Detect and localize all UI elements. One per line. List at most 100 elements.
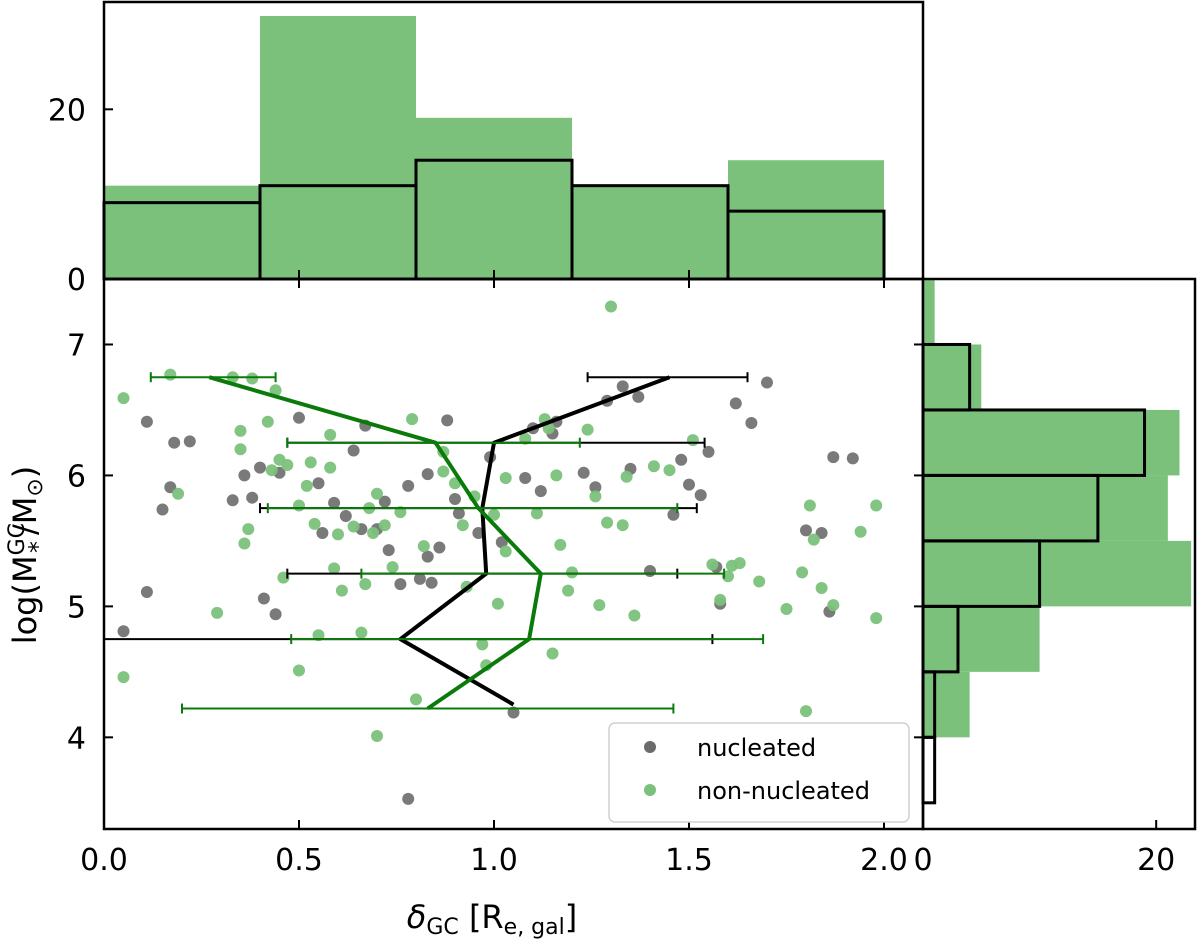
scatter-point-non-nucleated [581,423,594,436]
scatter-point-non-nucleated [827,599,840,612]
scatter-point-nucleated [694,489,707,502]
scatter-point-nucleated [254,461,266,474]
scatter-point-nucleated [183,435,196,448]
scatter-point-non-nucleated [530,507,543,520]
scatter-point-nucleated [800,524,812,537]
x-tick-label: 0.5 [275,843,323,878]
scatter-point-nucleated [577,466,590,479]
right-x-tick-label: 0 [913,843,932,878]
scatter-point-non-nucleated [172,487,185,500]
scatter-point-nucleated [257,592,270,605]
scatter-point-nucleated [421,550,434,563]
scatter-point-nucleated [745,417,758,430]
right-hist-bar-non-nucleated [923,475,1168,541]
scatter-point-non-nucleated [293,499,305,512]
scatter-point-nucleated [293,411,305,424]
scatter-point-nucleated [421,468,434,481]
scatter-point-non-nucleated [554,538,567,551]
scatter-point-non-nucleated [706,558,719,571]
scatter-point-non-nucleated [499,545,512,558]
top-hist-bar-non-nucleated [104,185,260,279]
scatter-point-nucleated [827,451,840,464]
scatter-point-non-nucleated [488,508,500,521]
scatter-point-non-nucleated [378,519,391,532]
scatter-point-non-nucleated [601,516,614,529]
scatter-point-nucleated [846,452,859,465]
scatter-point-non-nucleated [437,465,450,478]
scatter-point-non-nucleated [332,528,344,541]
right-histogram-panel: 0 20 [913,277,1197,878]
scatter-point-nucleated [616,380,629,393]
legend-marker-nucleated [644,741,656,753]
trend-nucleated-line [398,375,671,707]
scatter-point-nucleated [402,792,415,805]
scatter-point-non-nucleated [238,537,251,550]
right-hist-bar-non-nucleated [923,606,1040,672]
scatter-point-non-nucleated [546,647,559,660]
scatter-point-non-nucleated [647,460,660,473]
right-x-tick-label: 20 [1137,843,1175,878]
scatter-point-non-nucleated [562,584,575,597]
scatter-point-non-nucleated [499,472,512,485]
scatter-point-non-nucleated [269,384,282,397]
scatter-point-non-nucleated [616,519,629,532]
top-hist-bar-non-nucleated [260,16,416,279]
scatter-point-non-nucleated [211,606,224,619]
scatter-point-nucleated [156,503,169,516]
legend-label-nucleated: nucleated [697,734,816,762]
scatter-point-non-nucleated [803,499,816,512]
scatter-point-nucleated [425,576,438,589]
scatter-point-non-nucleated [870,499,883,512]
scatter-point-nucleated [140,415,153,428]
legend-marker-non-nucleated [644,784,656,796]
scatter-point-nucleated [312,477,325,490]
y-tick-label: 7 [67,328,86,363]
scatter-point-nucleated [675,453,688,466]
scatter-point-non-nucleated [733,557,746,570]
scatter-point-nucleated [347,444,360,457]
scatter-point-nucleated [632,390,645,403]
x-axis-label: δGC [Re, gal] [407,898,577,940]
scatter-point-nucleated [433,541,446,554]
scatter-point-non-nucleated [815,582,828,595]
legend-label-non-nucleated: non-nucleated [697,777,870,805]
scatter-point-nucleated [246,491,259,504]
scatter-point-non-nucleated [324,461,337,474]
right-hist-bar-nucleated [921,735,937,805]
scatter-point-non-nucleated [686,434,699,447]
scatter-point-nucleated [168,436,181,449]
scatter-point-non-nucleated [367,527,380,540]
scatter-point-non-nucleated [308,517,321,530]
scatter-point-nucleated [441,414,454,427]
top-hist-bar-non-nucleated [728,160,884,279]
x-tick-label: 2.0 [860,843,908,878]
y-axis-label: log(MGC*/M⊙) [5,466,52,645]
scatter-point-nucleated [117,625,130,638]
scatter-point-non-nucleated [605,300,617,313]
scatter-point-nucleated [702,445,715,458]
scatter-point-nucleated [328,496,341,509]
scatter-point-nucleated [378,495,391,508]
scatter-point-non-nucleated [371,487,383,500]
scatter-point-nucleated [644,565,656,578]
scatter-point-non-nucleated [300,479,313,492]
scatter-point-non-nucleated [753,575,766,588]
scatter-point-non-nucleated [663,464,676,477]
scatter-point-non-nucleated [304,456,317,469]
scatter-point-non-nucleated [347,520,360,533]
legend: nucleated non-nucleated [608,722,910,823]
scatter-point-non-nucleated [566,566,578,579]
scatter-point-nucleated [683,478,695,491]
scatter-point-nucleated [729,397,742,410]
scatter-point-non-nucleated [117,671,130,684]
top-frame [102,0,925,281]
scatter-point-nucleated [382,544,395,557]
scatter-point-non-nucleated [242,523,255,536]
scatter-point-nucleated [238,469,251,482]
main-scatter-panel: 0.0 0.5 1.0 1.5 2.0 4 5 6 7 [67,277,925,878]
y-tick-label: 5 [67,590,86,625]
right-hist-bar-non-nucleated [923,540,1192,607]
scatter-point-nucleated [339,510,352,523]
scatter-point-nucleated [316,527,329,540]
scatter-point-non-nucleated [854,525,867,538]
